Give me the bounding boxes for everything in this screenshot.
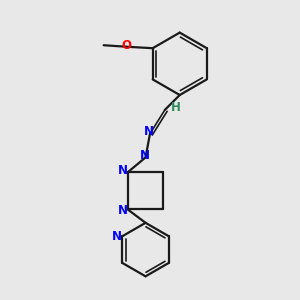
Text: N: N	[143, 125, 154, 138]
Text: H: H	[171, 101, 181, 114]
Text: N: N	[140, 149, 150, 162]
Text: O: O	[121, 39, 131, 52]
Text: N: N	[118, 164, 128, 177]
Text: N: N	[112, 230, 122, 243]
Text: N: N	[118, 204, 128, 218]
